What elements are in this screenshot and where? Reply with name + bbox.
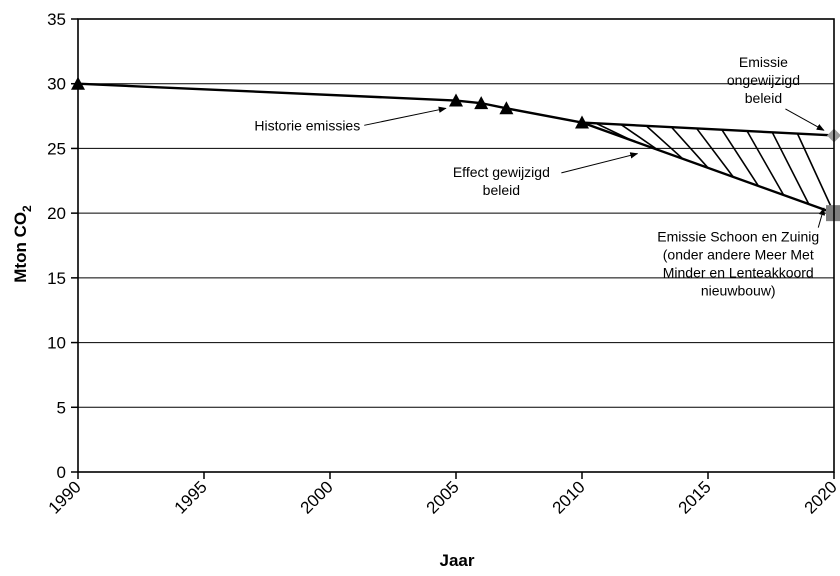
y-tick-label-0: 0 <box>57 463 66 482</box>
x-tick-label-2015: 2015 <box>675 477 715 517</box>
y-tick-label-30: 30 <box>47 75 66 94</box>
annotation-line: ongewijzigd <box>727 72 800 88</box>
x-tick-label-2000: 2000 <box>297 477 337 517</box>
hatch-line <box>645 125 684 160</box>
y-axis-label-main: Mton CO <box>11 212 30 283</box>
annotation-2: Emissie ongewijzigd beleid <box>727 54 825 131</box>
series-line-ongewijzigd <box>581 121 835 137</box>
triangle-marker-2010 <box>575 115 589 129</box>
y-tick-label-25: 25 <box>47 139 66 158</box>
annotation-0: Historie emissies <box>254 106 447 133</box>
plot-frame <box>77 18 835 473</box>
annotation-line: beleid <box>745 90 782 106</box>
y-tick-label-5: 5 <box>57 398 66 417</box>
y-tick-label-35: 35 <box>47 10 66 29</box>
y-axis-label: Mton CO2 <box>11 205 34 283</box>
annotation-text-1: Effect gewijzigd beleid <box>453 164 550 198</box>
annotation-line: beleid <box>483 182 520 198</box>
annotation-line: Emissie <box>739 54 788 70</box>
hatch-line <box>620 123 659 151</box>
series-line-schoon-zuinig <box>581 121 835 215</box>
hatch-line <box>796 133 835 214</box>
x-tick-label-2020: 2020 <box>801 477 840 517</box>
triangle-marker-2006 <box>474 96 489 110</box>
x-axis-label: Jaar <box>440 551 475 570</box>
annotation-arrow-3 <box>817 207 825 228</box>
annotation-arrow-1 <box>561 152 639 174</box>
annotation-line: Minder en Lenteakkoord <box>663 265 814 281</box>
annotation-arrow-2 <box>785 108 825 131</box>
y-tick-label-20: 20 <box>47 204 66 223</box>
annotation-3: Emissie Schoon en Zuinig (onder andere Me… <box>657 207 825 299</box>
annotation-line: (onder andere Meer Met <box>663 247 814 263</box>
effect-region <box>581 121 835 214</box>
annotation-text-2: Emissie ongewijzigd beleid <box>727 54 800 106</box>
x-tick-label-2010: 2010 <box>549 477 589 517</box>
annotation-1: Effect gewijzigd beleid <box>453 152 639 198</box>
hatch-line <box>670 126 709 169</box>
triangle-marker-2005 <box>449 93 463 107</box>
hatch-line <box>696 127 734 178</box>
annotation-text-0: Historie emissies <box>254 117 360 133</box>
hatch-line <box>721 129 760 187</box>
annotation-arrow-0 <box>364 106 447 126</box>
hatch-line <box>771 131 810 205</box>
x-tick-label-1990: 1990 <box>45 477 85 517</box>
annotation-line: Effect gewijzigd <box>453 164 550 180</box>
y-tick-label-10: 10 <box>47 334 66 353</box>
annotation-line: Emissie Schoon en Zuinig <box>657 229 819 245</box>
x-tick-label-2005: 2005 <box>423 477 463 517</box>
annotation-line: Historie emissies <box>254 117 360 133</box>
y-axis-label-subscript: 2 <box>20 205 34 212</box>
grid-lines <box>78 83 834 408</box>
triangle-marker-2007 <box>499 101 514 115</box>
y-tick-label-15: 15 <box>47 269 66 288</box>
annotation-line: nieuwbouw) <box>701 283 776 299</box>
annotation-text-3: Emissie Schoon en Zuinig (onder andere Me… <box>657 229 819 299</box>
hatch-line <box>746 130 785 196</box>
square-marker-2020 <box>826 205 840 222</box>
x-tick-label-1995: 1995 <box>171 477 211 517</box>
series-markers <box>71 76 840 222</box>
